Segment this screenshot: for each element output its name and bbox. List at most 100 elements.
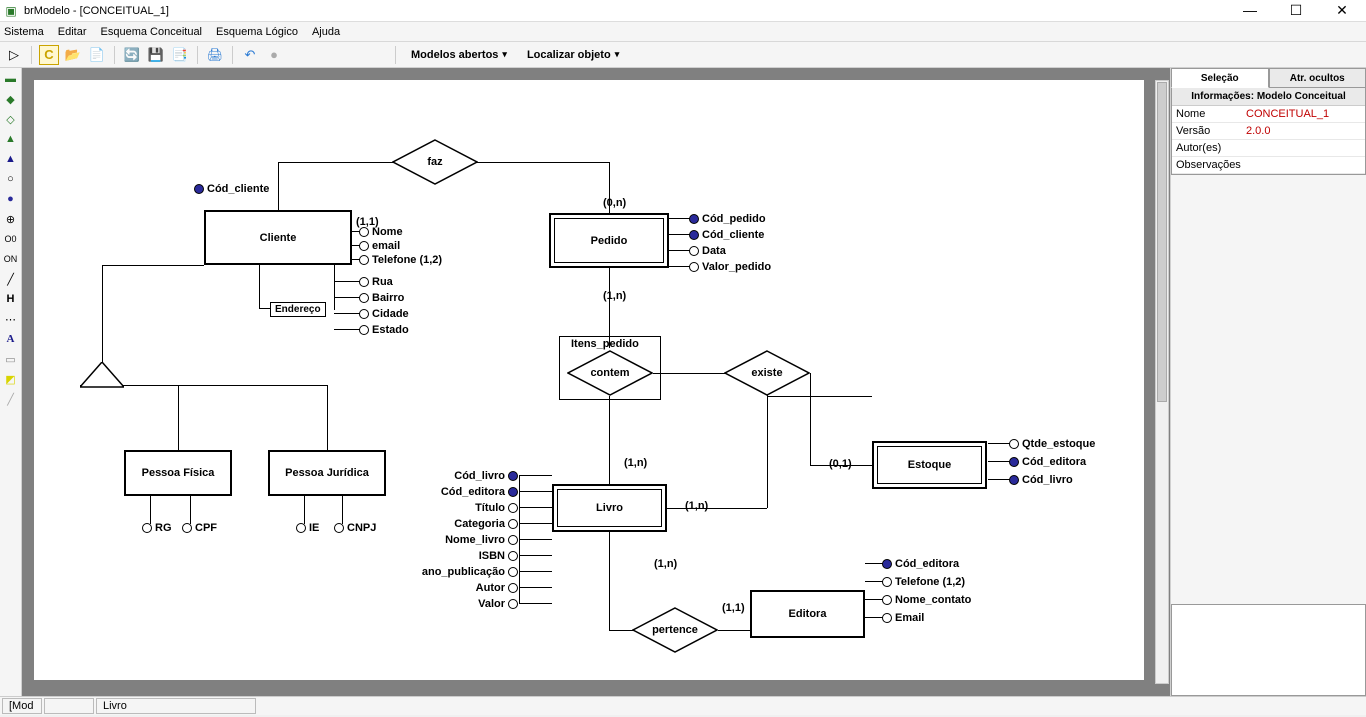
notes-panel[interactable]	[1171, 604, 1366, 696]
tool-text-icon[interactable]: A	[2, 330, 20, 348]
menu-esquema-conceitual[interactable]: Esquema Conceitual	[101, 26, 203, 38]
er-connector	[669, 218, 691, 219]
attribute[interactable]: Rua	[359, 276, 393, 288]
attribute[interactable]: Valor	[478, 598, 518, 610]
minimize-button[interactable]: —	[1236, 2, 1264, 19]
entity-pj[interactable]: Pessoa Jurídica	[268, 450, 386, 496]
attribute[interactable]: Data	[689, 245, 726, 257]
maximize-button[interactable]: ☐	[1282, 2, 1310, 19]
attribute[interactable]: CPF	[182, 522, 217, 534]
attribute[interactable]: ISBN	[479, 550, 518, 562]
info-row[interactable]: Autor(es)	[1172, 140, 1365, 157]
attribute[interactable]: email	[359, 240, 400, 252]
print-icon[interactable]: 🖨	[205, 45, 225, 65]
attribute[interactable]: Valor_pedido	[689, 261, 771, 273]
relationship-existe[interactable]: existe	[724, 350, 810, 396]
attribute[interactable]: Categoria	[454, 518, 518, 530]
info-row[interactable]: Versão2.0.0	[1172, 123, 1365, 140]
menu-editar[interactable]: Editar	[58, 26, 87, 38]
tool-entity-icon[interactable]: ▬	[2, 70, 20, 88]
refresh-icon[interactable]: 🔄	[122, 45, 142, 65]
localizar-objeto-menu[interactable]: Localizar objeto	[519, 49, 627, 61]
attribute[interactable]: Cód_livro	[454, 470, 518, 482]
tool-spec-icon[interactable]: ▲	[2, 130, 20, 148]
undo-icon[interactable]: ↶	[240, 45, 260, 65]
attribute[interactable]: ano_publicação	[422, 566, 518, 578]
modelos-abertos-menu[interactable]: Modelos abertos	[403, 49, 515, 61]
tool-link-icon[interactable]: ╱	[2, 390, 20, 408]
tab-selecao[interactable]: Seleção	[1171, 68, 1269, 88]
entity-pedido[interactable]: Pedido	[549, 213, 669, 268]
tool-rect-icon[interactable]: ▭	[2, 350, 20, 368]
cardinality[interactable]: (1,1)	[722, 602, 745, 614]
attribute[interactable]: IE	[296, 522, 319, 534]
attribute[interactable]: Cód_editora	[1009, 456, 1086, 468]
attr-marker-icon	[882, 559, 892, 569]
attribute[interactable]: Cód_pedido	[689, 213, 766, 225]
tool-attr-icon[interactable]: ○	[2, 170, 20, 188]
attribute[interactable]: Nome_livro	[445, 534, 518, 546]
menu-ajuda[interactable]: Ajuda	[312, 26, 340, 38]
cardinality[interactable]: (0,1)	[829, 458, 852, 470]
specialization-triangle[interactable]	[80, 362, 124, 391]
info-row[interactable]: NomeCONCEITUAL_1	[1172, 106, 1365, 123]
attribute[interactable]: Bairro	[359, 292, 404, 304]
attribute[interactable]: Email	[882, 612, 924, 624]
cardinality[interactable]: (1,n)	[624, 457, 647, 469]
attribute[interactable]: Título	[475, 502, 518, 514]
scrollbar-thumb[interactable]	[1157, 82, 1167, 402]
close-button[interactable]: ✕	[1328, 2, 1356, 19]
attribute[interactable]: Qtde_estoque	[1009, 438, 1095, 450]
menu-esquema-logico[interactable]: Esquema Lógico	[216, 26, 298, 38]
tool-h-icon[interactable]: H	[2, 290, 20, 308]
tool-key-attr-icon[interactable]: ●	[2, 190, 20, 208]
tool-composite-icon[interactable]: ⊕	[2, 210, 20, 228]
attribute[interactable]: Estado	[359, 324, 409, 336]
tool-note-icon[interactable]: ◩	[2, 370, 20, 388]
pointer-icon[interactable]: ▷	[4, 45, 24, 65]
tool-self-rel-icon[interactable]: ◇	[2, 110, 20, 128]
entity-livro[interactable]: Livro	[552, 484, 667, 532]
tool-card-00-icon[interactable]: O0	[2, 230, 20, 248]
entity-cliente[interactable]: Cliente	[204, 210, 352, 265]
entity-estoque[interactable]: Estoque	[872, 441, 987, 489]
copy-icon[interactable]: 📑	[170, 45, 190, 65]
attribute[interactable]: Telefone (1,2)	[359, 254, 442, 266]
attribute[interactable]: Cód_cliente	[689, 229, 764, 241]
tab-atr-ocultos[interactable]: Atr. ocultos	[1269, 68, 1366, 88]
attribute[interactable]: RG	[142, 522, 172, 534]
tool-relationship-icon[interactable]: ◆	[2, 90, 20, 108]
cardinality[interactable]: (0,n)	[603, 197, 626, 209]
entity-pf[interactable]: Pessoa Física	[124, 450, 232, 496]
er-canvas[interactable]: fazcontemItens_pedidoexistepertenceClien…	[34, 80, 1144, 680]
attribute[interactable]: Cód_editora	[441, 486, 518, 498]
entity-editora[interactable]: Editora	[750, 590, 865, 638]
attribute[interactable]: Cód_livro	[1009, 474, 1073, 486]
open-icon[interactable]: 📂	[63, 45, 83, 65]
redo-icon[interactable]: ●	[264, 45, 284, 65]
composite-attr[interactable]: Endereço	[270, 302, 326, 317]
tool-gen-icon[interactable]: ▲	[2, 150, 20, 168]
attribute[interactable]: Telefone (1,2)	[882, 576, 965, 588]
info-row[interactable]: Observações	[1172, 157, 1365, 174]
cardinality[interactable]: (1,n)	[603, 290, 626, 302]
relationship-pertence[interactable]: pertence	[632, 607, 718, 653]
vertical-scrollbar[interactable]	[1155, 80, 1169, 684]
cardinality[interactable]: (1,n)	[654, 558, 677, 570]
cardinality[interactable]: (1,1)	[356, 216, 379, 228]
new-conceptual-icon[interactable]: C	[39, 45, 59, 65]
new-icon[interactable]: 📄	[87, 45, 107, 65]
tool-sep-icon[interactable]: ⋯	[2, 310, 20, 328]
relationship-faz[interactable]: faz	[392, 139, 478, 185]
tool-line-icon[interactable]: ╱	[2, 270, 20, 288]
cardinality[interactable]: (1,n)	[685, 500, 708, 512]
attribute[interactable]: Cidade	[359, 308, 409, 320]
save-icon[interactable]: 💾	[146, 45, 166, 65]
attribute[interactable]: CNPJ	[334, 522, 376, 534]
attribute[interactable]: Cód_cliente	[194, 183, 269, 195]
attribute[interactable]: Autor	[476, 582, 518, 594]
attribute[interactable]: Nome_contato	[882, 594, 971, 606]
attribute[interactable]: Cód_editora	[882, 558, 959, 570]
menu-sistema[interactable]: Sistema	[4, 26, 44, 38]
tool-card-0n-icon[interactable]: ON	[2, 250, 20, 268]
